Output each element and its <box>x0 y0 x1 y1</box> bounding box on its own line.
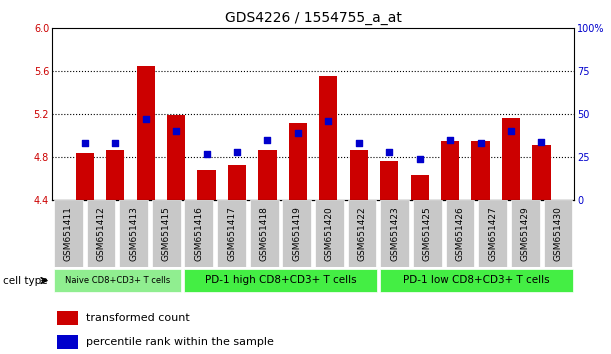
Bar <box>472 141 489 200</box>
Bar <box>380 161 398 200</box>
Bar <box>478 200 507 267</box>
Bar <box>411 175 429 200</box>
Bar <box>217 200 246 267</box>
Bar <box>532 145 551 200</box>
Bar <box>197 170 216 200</box>
Point <box>293 130 303 136</box>
Bar <box>544 200 573 267</box>
Text: GSM651430: GSM651430 <box>554 206 563 261</box>
Bar <box>250 200 279 267</box>
Bar <box>315 200 344 267</box>
Point <box>232 149 242 155</box>
Point <box>415 156 425 162</box>
Text: GSM651418: GSM651418 <box>260 206 269 261</box>
Text: Naive CD8+CD3+ T cells: Naive CD8+CD3+ T cells <box>65 275 170 285</box>
Bar <box>381 200 409 267</box>
Bar <box>441 141 459 200</box>
Bar <box>106 150 125 200</box>
Point <box>384 149 394 155</box>
Bar <box>348 200 376 267</box>
Bar <box>54 200 82 267</box>
Text: cell type: cell type <box>3 276 48 286</box>
Text: GSM651425: GSM651425 <box>423 206 432 261</box>
Bar <box>282 200 311 267</box>
Text: GDS4226 / 1554755_a_at: GDS4226 / 1554755_a_at <box>225 11 401 25</box>
Bar <box>502 119 520 200</box>
Point <box>263 137 273 143</box>
Bar <box>413 200 442 267</box>
Bar <box>87 200 115 267</box>
Text: GSM651420: GSM651420 <box>325 206 334 261</box>
Point <box>111 141 120 146</box>
Point <box>171 129 181 134</box>
Point <box>141 116 150 122</box>
Text: percentile rank within the sample: percentile rank within the sample <box>86 337 274 347</box>
Bar <box>119 200 148 267</box>
Bar <box>184 269 377 292</box>
Bar <box>76 153 94 200</box>
Bar <box>228 165 246 200</box>
Text: PD-1 high CD8+CD3+ T cells: PD-1 high CD8+CD3+ T cells <box>205 275 356 285</box>
Bar <box>57 311 78 325</box>
Point <box>202 151 211 156</box>
Bar <box>185 200 213 267</box>
Bar <box>380 269 573 292</box>
Text: transformed count: transformed count <box>86 313 189 323</box>
Text: GSM651415: GSM651415 <box>162 206 170 261</box>
Bar <box>152 200 181 267</box>
Text: GSM651426: GSM651426 <box>456 206 464 261</box>
Bar <box>54 269 181 292</box>
Point <box>354 141 364 146</box>
Text: GSM651416: GSM651416 <box>194 206 203 261</box>
Text: GSM651429: GSM651429 <box>521 206 530 261</box>
Text: GSM651423: GSM651423 <box>390 206 399 261</box>
Bar <box>258 150 277 200</box>
Point <box>476 141 486 146</box>
Point <box>445 137 455 143</box>
Bar <box>349 150 368 200</box>
Text: GSM651417: GSM651417 <box>227 206 236 261</box>
Point <box>80 141 90 146</box>
Text: GSM651422: GSM651422 <box>357 206 367 261</box>
Point <box>506 129 516 134</box>
Text: GSM651427: GSM651427 <box>488 206 497 261</box>
Bar <box>167 115 185 200</box>
Bar <box>289 123 307 200</box>
Bar <box>511 200 540 267</box>
Point <box>536 139 546 144</box>
Text: GSM651419: GSM651419 <box>292 206 301 261</box>
Text: PD-1 low CD8+CD3+ T cells: PD-1 low CD8+CD3+ T cells <box>403 275 550 285</box>
Text: GSM651411: GSM651411 <box>64 206 73 261</box>
Text: GSM651413: GSM651413 <box>129 206 138 261</box>
Text: GSM651412: GSM651412 <box>97 206 106 261</box>
Bar <box>319 75 337 200</box>
Bar <box>137 66 155 200</box>
Bar <box>445 200 474 267</box>
Point <box>323 118 333 124</box>
Bar <box>57 335 78 349</box>
